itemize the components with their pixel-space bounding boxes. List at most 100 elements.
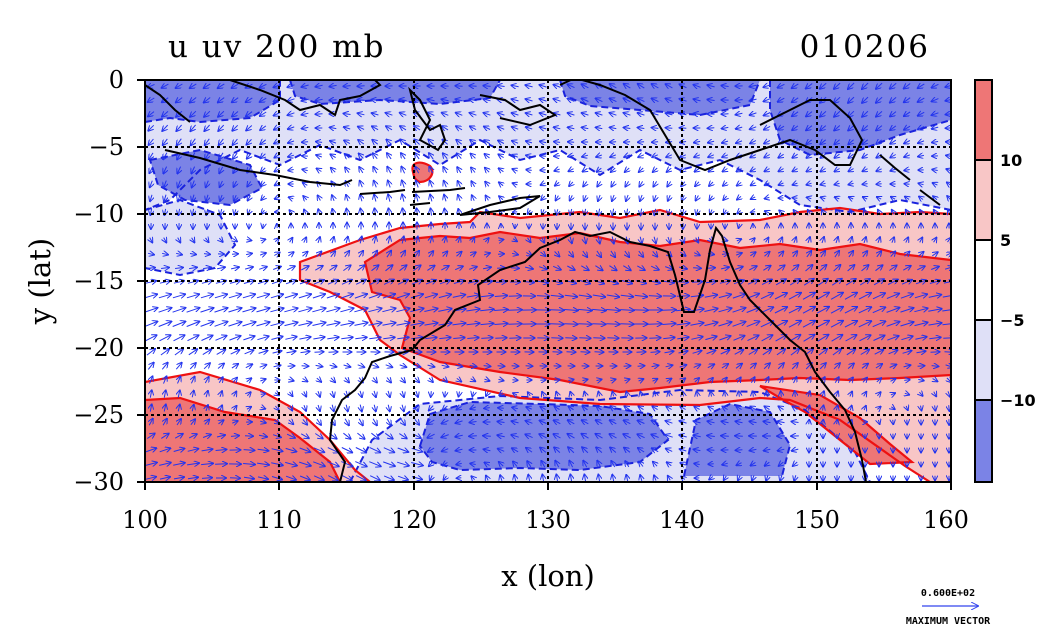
x-tick-label: 140 xyxy=(659,506,705,534)
wind-vector xyxy=(178,180,181,188)
wind-vector xyxy=(512,169,517,171)
wind-vector xyxy=(508,310,522,311)
wind-vector xyxy=(163,166,166,174)
wind-vector xyxy=(708,155,714,157)
wind-vector xyxy=(346,209,347,216)
wind-vector xyxy=(751,238,754,242)
wind-vector xyxy=(803,279,814,286)
wind-vector xyxy=(444,181,447,188)
colorbar-label: 5 xyxy=(1000,231,1011,250)
wind-vector xyxy=(289,197,294,199)
wind-vector xyxy=(206,238,209,242)
wind-vector xyxy=(849,251,853,258)
wind-vector xyxy=(485,154,490,158)
wind-vector xyxy=(736,253,742,255)
wind-vector xyxy=(668,195,670,201)
wind-vector xyxy=(639,181,642,186)
wind-vector xyxy=(735,267,743,270)
wind-vector xyxy=(401,167,404,174)
wind-vector xyxy=(791,265,799,272)
wind-vector xyxy=(542,237,544,242)
wind-vector xyxy=(933,183,938,185)
wind-vector xyxy=(332,195,334,201)
wind-vector xyxy=(256,294,269,298)
wind-vector xyxy=(388,194,390,202)
wind-vector xyxy=(568,113,575,115)
wind-vector xyxy=(611,181,614,186)
wind-vector xyxy=(569,250,573,257)
wind-vector xyxy=(511,268,519,269)
wind-vector xyxy=(246,98,253,102)
x-axis: 100 110 120 130 140 150 160 x (lon) xyxy=(122,482,969,593)
wind-vector xyxy=(444,195,446,202)
wind-vector xyxy=(274,85,281,88)
wind-vector xyxy=(312,294,325,299)
wind-vector xyxy=(374,181,377,188)
wind-vector xyxy=(428,140,433,145)
wind-vector xyxy=(861,265,869,272)
wind-vector xyxy=(793,198,798,199)
wind-vector xyxy=(694,114,701,115)
wind-vector xyxy=(877,197,881,199)
wind-vector xyxy=(528,210,531,214)
y-tick-label: −30 xyxy=(73,468,124,496)
wind-vector xyxy=(765,183,770,185)
contour-neg-6 xyxy=(145,138,951,214)
wind-vector xyxy=(638,98,645,101)
wind-vector xyxy=(470,252,475,255)
wind-vector xyxy=(904,84,911,89)
wind-vector xyxy=(148,124,155,130)
wind-vector xyxy=(260,84,267,87)
wind-vector xyxy=(526,155,533,156)
wind-vector xyxy=(750,113,757,115)
wind-vector xyxy=(442,113,449,116)
wind-vector xyxy=(244,267,253,269)
wind-vector xyxy=(848,126,855,131)
vector-key-value: 0.600E+02 xyxy=(921,588,975,599)
wind-vector xyxy=(918,112,925,115)
wind-vector xyxy=(862,126,869,131)
wind-vector xyxy=(878,237,880,243)
wind-vector xyxy=(932,113,939,115)
wind-vector xyxy=(192,238,195,243)
wind-vector xyxy=(410,294,423,298)
wind-vector xyxy=(219,166,222,173)
wind-vector xyxy=(288,141,295,143)
wind-vector xyxy=(704,295,717,297)
wind-vector xyxy=(346,237,348,244)
wind-vector xyxy=(904,155,910,157)
wind-vector xyxy=(303,183,308,186)
wind-vector xyxy=(346,195,348,202)
wind-vector xyxy=(427,266,434,271)
wind-vector xyxy=(315,99,323,100)
wind-vector xyxy=(162,84,169,88)
wind-vector xyxy=(606,324,619,325)
wind-vector xyxy=(288,113,295,115)
wind-vector xyxy=(648,296,661,297)
wind-vector xyxy=(612,194,614,201)
wind-vector xyxy=(892,210,894,214)
wind-vector xyxy=(597,182,600,187)
wind-vector xyxy=(792,84,799,88)
wind-vector xyxy=(934,210,936,214)
wind-vector xyxy=(764,126,771,129)
wind-vector xyxy=(710,196,713,200)
wind-vector xyxy=(318,237,320,244)
wind-vector xyxy=(944,352,951,353)
wind-vector xyxy=(737,182,741,185)
wind-vector xyxy=(415,251,419,258)
wind-vector xyxy=(483,436,491,437)
wind-vector xyxy=(707,268,715,269)
wind-vector xyxy=(230,267,239,269)
wind-vector xyxy=(177,138,182,146)
wind-vector xyxy=(389,208,390,216)
vector-key-caption: MAXIMUM VECTOR xyxy=(906,616,991,627)
wind-vector xyxy=(288,252,293,256)
wind-vector xyxy=(359,154,364,159)
wind-vector xyxy=(639,168,643,172)
wind-vector xyxy=(329,100,337,101)
wind-vector xyxy=(598,236,600,244)
wind-vector xyxy=(750,99,757,101)
wind-vector xyxy=(919,197,923,200)
wind-vector xyxy=(634,295,647,296)
